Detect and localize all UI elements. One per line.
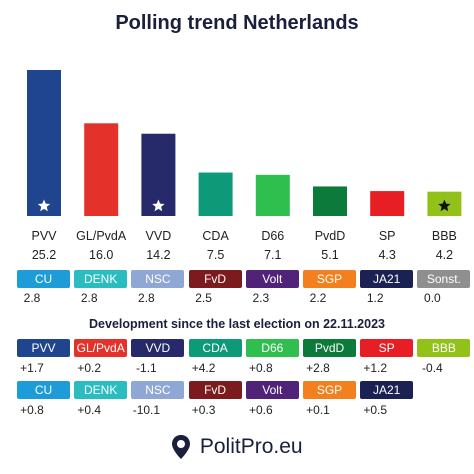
value-label: 7.5 bbox=[206, 248, 225, 262]
party-badge: CDA bbox=[188, 339, 242, 357]
category-label: SP bbox=[378, 229, 396, 243]
party-value: 2.5 bbox=[195, 291, 212, 305]
party-badge: SP bbox=[360, 339, 414, 357]
value-label: 16.0 bbox=[89, 248, 114, 262]
party-value: -0.4 bbox=[422, 361, 443, 375]
party-badge: Sonst. bbox=[417, 270, 471, 288]
bar-cda bbox=[198, 172, 233, 216]
bar-gl-pvda bbox=[84, 123, 119, 216]
party-badge: Volt bbox=[245, 381, 299, 399]
party-badge: NSC bbox=[131, 381, 185, 399]
category-label: PvdD bbox=[314, 229, 346, 243]
value-label: 4.2 bbox=[435, 248, 454, 262]
brand-name: PolitPro.eu bbox=[199, 435, 303, 458]
star-icon bbox=[438, 199, 451, 212]
party-badge: GL/PvdA bbox=[74, 339, 128, 357]
value-label: 25.2 bbox=[31, 248, 57, 262]
party-badge: BBB bbox=[417, 339, 471, 357]
party-value: 0.0 bbox=[424, 291, 441, 305]
party-value: +0.8 bbox=[248, 361, 273, 375]
party-badge: SGP bbox=[303, 270, 356, 288]
party-value: 2.3 bbox=[252, 291, 270, 305]
party-badge: NSC bbox=[131, 270, 185, 288]
value-label: 7.1 bbox=[264, 248, 282, 262]
party-badge: JA21 bbox=[360, 381, 414, 399]
value-label: 5.1 bbox=[321, 248, 339, 262]
party-value: 2.8 bbox=[80, 291, 98, 305]
category-label: D66 bbox=[261, 229, 285, 243]
party-value: -1.1 bbox=[136, 361, 157, 375]
star-icon bbox=[37, 199, 51, 212]
footer: PolitPro.eu bbox=[0, 434, 474, 460]
party-badge: CU bbox=[17, 381, 70, 399]
star-icon bbox=[152, 199, 165, 212]
party-value: +0.2 bbox=[77, 361, 102, 375]
party-badge: CU bbox=[17, 270, 70, 288]
category-label: GL/PvdA bbox=[76, 229, 127, 243]
party-value: -10.1 bbox=[132, 403, 161, 417]
party-value: 2.8 bbox=[138, 291, 155, 305]
party-value: +0.1 bbox=[306, 403, 330, 417]
bar-d66 bbox=[255, 174, 290, 216]
party-badge: FvD bbox=[188, 270, 242, 288]
bar-sp bbox=[370, 191, 405, 216]
party-badge: PvdD bbox=[303, 339, 356, 357]
party-value: +0.5 bbox=[363, 403, 388, 417]
party-value: +0.4 bbox=[77, 403, 102, 417]
party-value: +1.2 bbox=[363, 361, 388, 375]
party-badge: DENK bbox=[74, 381, 128, 399]
category-label: CDA bbox=[202, 229, 229, 243]
value-label: 4.3 bbox=[378, 248, 396, 262]
party-badge: PVV bbox=[17, 339, 70, 357]
party-value: +2.8 bbox=[306, 361, 330, 375]
party-badge: SGP bbox=[303, 381, 356, 399]
party-value: 1.2 bbox=[366, 291, 384, 305]
party-value: +1.7 bbox=[20, 361, 44, 375]
party-value: 2.8 bbox=[23, 291, 41, 305]
party-value: +0.6 bbox=[248, 403, 273, 417]
category-label: VVD bbox=[145, 229, 172, 243]
party-badge: DENK bbox=[74, 270, 128, 288]
bar-pvv bbox=[27, 70, 61, 216]
category-label: BBB bbox=[431, 229, 457, 243]
party-badge: FvD bbox=[188, 381, 242, 399]
party-value: +0.8 bbox=[20, 403, 44, 417]
party-value: 2.2 bbox=[309, 291, 327, 305]
chart-title: Polling trend Netherlands bbox=[115, 12, 359, 34]
party-value: +0.3 bbox=[191, 403, 216, 417]
party-value: +4.2 bbox=[191, 361, 216, 375]
category-label: PVV bbox=[31, 229, 57, 243]
party-badge: JA21 bbox=[360, 270, 414, 288]
party-badge: VVD bbox=[131, 339, 185, 357]
map-pin-icon bbox=[172, 435, 191, 459]
value-label: 14.2 bbox=[146, 248, 171, 262]
party-badge: D66 bbox=[245, 339, 299, 357]
development-title: Development since the last election on 2… bbox=[89, 317, 385, 331]
bar-chart bbox=[27, 70, 462, 216]
bar-pvdd bbox=[313, 186, 347, 216]
party-badge: Volt bbox=[245, 270, 299, 288]
